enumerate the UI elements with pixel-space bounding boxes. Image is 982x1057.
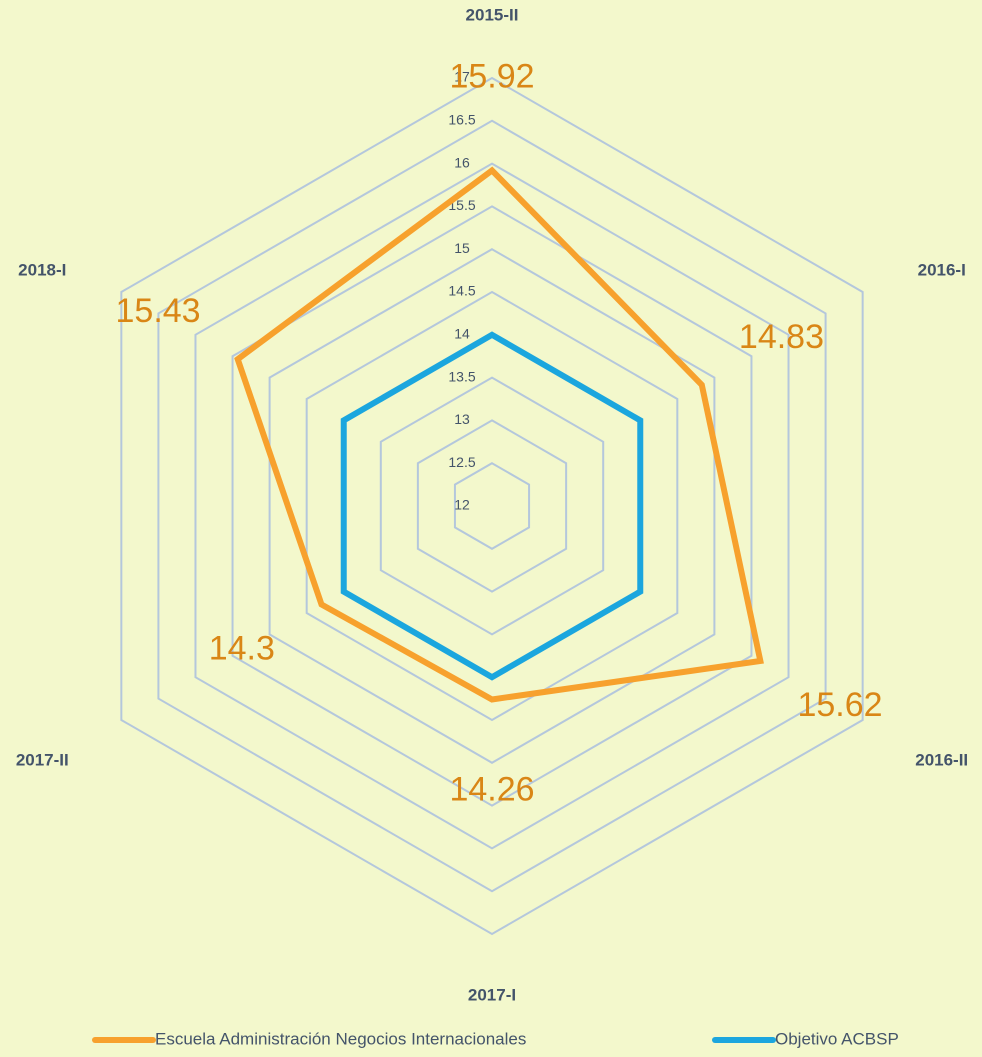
data-label: 15.92 xyxy=(449,57,534,95)
r-tick-label: 16 xyxy=(454,154,470,170)
grid-ring xyxy=(305,290,679,722)
r-tick-label: 14 xyxy=(454,326,470,342)
category-label: 2017-I xyxy=(468,985,516,1004)
r-tick-label: 13 xyxy=(454,411,470,427)
category-label: 2015-II xyxy=(466,5,519,24)
r-tick-label: 15 xyxy=(454,240,470,256)
grid-ring xyxy=(194,162,790,850)
r-tick-label: 12.5 xyxy=(448,454,475,470)
grid-ring xyxy=(120,76,864,936)
data-label: 14.26 xyxy=(449,770,534,808)
data-label: 14.83 xyxy=(739,318,824,356)
grid-ring xyxy=(379,376,605,636)
data-label: 15.43 xyxy=(116,292,201,330)
grid-ring xyxy=(453,462,531,550)
category-label: 2018-I xyxy=(18,260,66,279)
grid-ring xyxy=(157,119,827,893)
r-tick-label: 16.5 xyxy=(448,112,475,128)
category-label: 2016-II xyxy=(915,750,968,769)
r-tick-label: 17 xyxy=(454,69,470,85)
grid-ring xyxy=(416,419,568,593)
series-line xyxy=(234,166,764,703)
legend-label: Objetivo ACBSP xyxy=(775,1029,899,1048)
grid-ring xyxy=(231,205,753,807)
category-label: 2017-II xyxy=(16,750,69,769)
r-tick-label: 12 xyxy=(454,497,470,513)
grid-ring xyxy=(268,248,716,764)
data-label: 14.3 xyxy=(209,629,275,667)
series-line xyxy=(340,331,644,681)
r-tick-label: 14.5 xyxy=(448,283,475,299)
category-label: 2016-I xyxy=(918,260,966,279)
data-label: 15.62 xyxy=(797,686,882,724)
legend-label: Escuela Administración Negocios Internac… xyxy=(155,1029,526,1048)
r-tick-label: 13.5 xyxy=(448,368,475,384)
